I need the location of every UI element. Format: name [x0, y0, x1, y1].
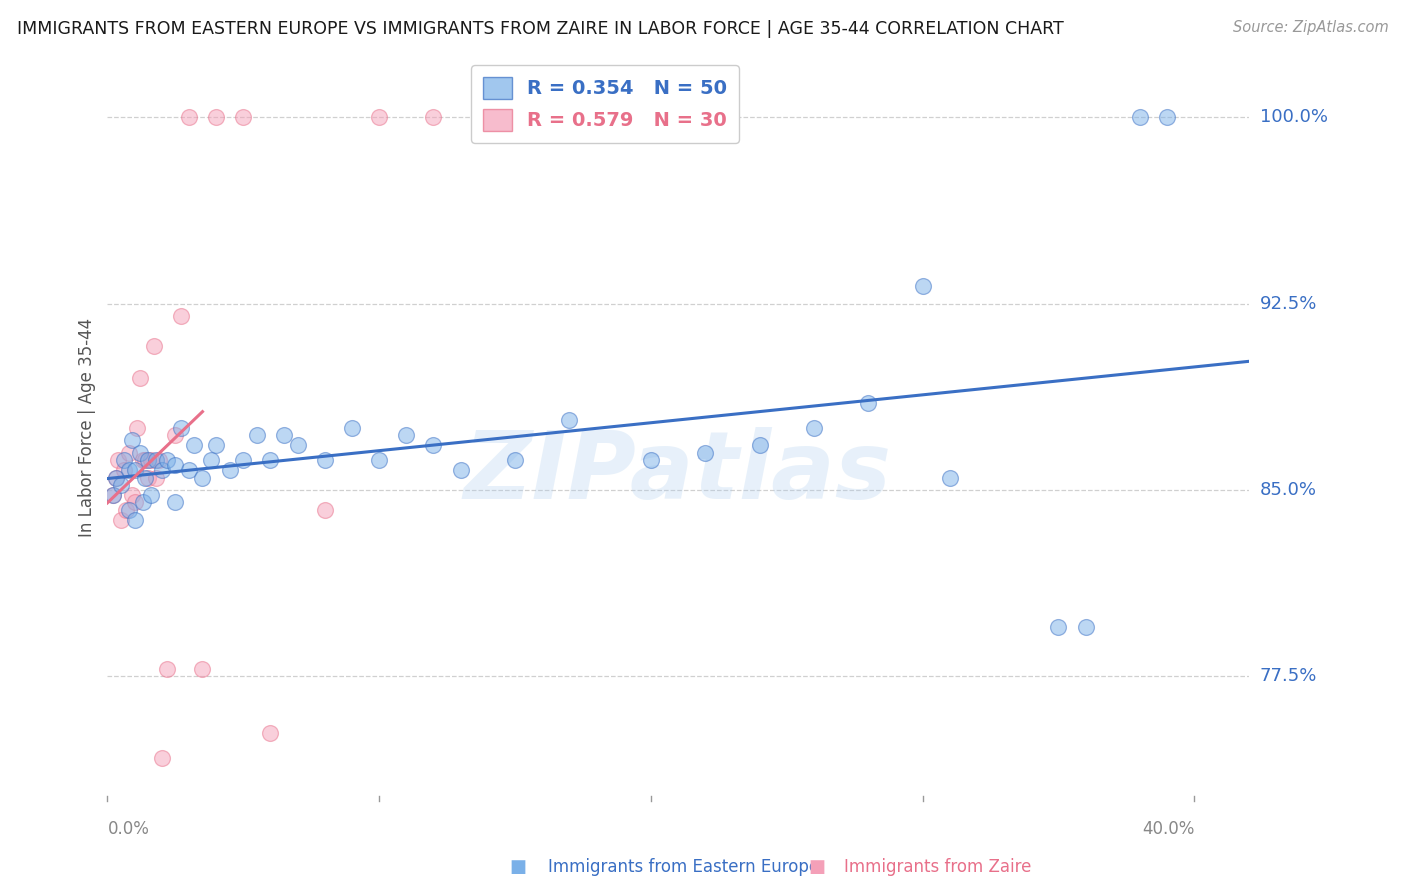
- Point: [121, 434, 143, 448]
- Point: [142, 339, 165, 353]
- Point: [450, 463, 472, 477]
- Point: [200, 453, 222, 467]
- Point: [110, 478, 132, 492]
- Point: [118, 445, 141, 459]
- Point: [170, 421, 193, 435]
- Point: [165, 428, 187, 442]
- Point: [640, 453, 662, 467]
- Text: ZIPatlas: ZIPatlas: [464, 426, 891, 518]
- Point: [218, 463, 240, 477]
- Point: [107, 453, 129, 467]
- Legend: R = 0.354   N = 50, R = 0.579   N = 30: R = 0.354 N = 50, R = 0.579 N = 30: [471, 65, 740, 143]
- Point: [104, 470, 127, 484]
- Point: [395, 428, 418, 442]
- Y-axis label: In Labor Force | Age 35-44: In Labor Force | Age 35-44: [79, 318, 96, 537]
- Point: [368, 110, 391, 124]
- Point: [232, 453, 254, 467]
- Text: ■: ■: [808, 858, 825, 876]
- Point: [340, 421, 363, 435]
- Text: 77.5%: 77.5%: [1260, 667, 1317, 685]
- Point: [748, 438, 770, 452]
- Text: 0.0%: 0.0%: [107, 821, 149, 838]
- Point: [136, 470, 159, 484]
- Point: [911, 279, 934, 293]
- Point: [110, 513, 132, 527]
- Point: [112, 453, 135, 467]
- Point: [170, 309, 193, 323]
- Point: [101, 488, 124, 502]
- Point: [134, 453, 156, 467]
- Point: [314, 503, 336, 517]
- Text: Source: ZipAtlas.com: Source: ZipAtlas.com: [1233, 20, 1389, 35]
- Text: 92.5%: 92.5%: [1260, 294, 1317, 312]
- Text: Immigrants from Zaire: Immigrants from Zaire: [844, 858, 1031, 876]
- Point: [422, 438, 444, 452]
- Point: [1156, 110, 1178, 124]
- Point: [259, 726, 281, 740]
- Text: ■: ■: [509, 858, 526, 876]
- Point: [134, 470, 156, 484]
- Point: [139, 453, 162, 467]
- Point: [118, 463, 141, 477]
- Point: [368, 453, 391, 467]
- Point: [205, 438, 228, 452]
- Point: [124, 495, 146, 509]
- Text: 100.0%: 100.0%: [1260, 108, 1327, 127]
- Point: [858, 396, 880, 410]
- Point: [232, 110, 254, 124]
- Point: [183, 438, 205, 452]
- Point: [124, 513, 146, 527]
- Point: [503, 453, 526, 467]
- Point: [127, 421, 149, 435]
- Point: [145, 453, 167, 467]
- Point: [177, 110, 200, 124]
- Point: [191, 662, 214, 676]
- Point: [165, 458, 187, 472]
- Point: [145, 470, 167, 484]
- Point: [112, 463, 135, 477]
- Point: [803, 421, 825, 435]
- Point: [177, 463, 200, 477]
- Text: Immigrants from Eastern Europe: Immigrants from Eastern Europe: [548, 858, 820, 876]
- Point: [136, 453, 159, 467]
- Point: [273, 428, 295, 442]
- Point: [422, 110, 444, 124]
- Point: [150, 463, 173, 477]
- Point: [150, 751, 173, 765]
- Text: 85.0%: 85.0%: [1260, 481, 1317, 499]
- Point: [156, 662, 179, 676]
- Point: [314, 453, 336, 467]
- Point: [101, 488, 124, 502]
- Point: [938, 470, 960, 484]
- Point: [1074, 619, 1097, 633]
- Point: [124, 463, 146, 477]
- Text: 40.0%: 40.0%: [1142, 821, 1194, 838]
- Point: [287, 438, 309, 452]
- Point: [191, 470, 214, 484]
- Point: [104, 470, 127, 484]
- Point: [115, 503, 138, 517]
- Point: [129, 371, 152, 385]
- Point: [1047, 619, 1070, 633]
- Point: [1129, 110, 1152, 124]
- Point: [131, 453, 153, 467]
- Point: [139, 488, 162, 502]
- Text: IMMIGRANTS FROM EASTERN EUROPE VS IMMIGRANTS FROM ZAIRE IN LABOR FORCE | AGE 35-: IMMIGRANTS FROM EASTERN EUROPE VS IMMIGR…: [17, 20, 1063, 37]
- Point: [148, 453, 170, 467]
- Point: [246, 428, 269, 442]
- Point: [558, 413, 581, 427]
- Point: [695, 445, 717, 459]
- Point: [156, 453, 179, 467]
- Point: [131, 495, 153, 509]
- Point: [118, 503, 141, 517]
- Point: [205, 110, 228, 124]
- Point: [165, 495, 187, 509]
- Point: [129, 445, 152, 459]
- Point: [121, 488, 143, 502]
- Point: [259, 453, 281, 467]
